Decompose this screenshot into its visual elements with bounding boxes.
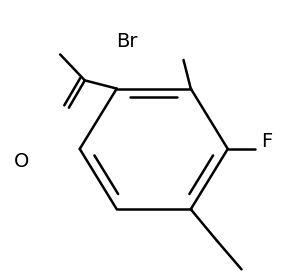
Text: O: O	[13, 152, 29, 171]
Text: Br: Br	[116, 31, 137, 51]
Text: F: F	[261, 132, 272, 151]
